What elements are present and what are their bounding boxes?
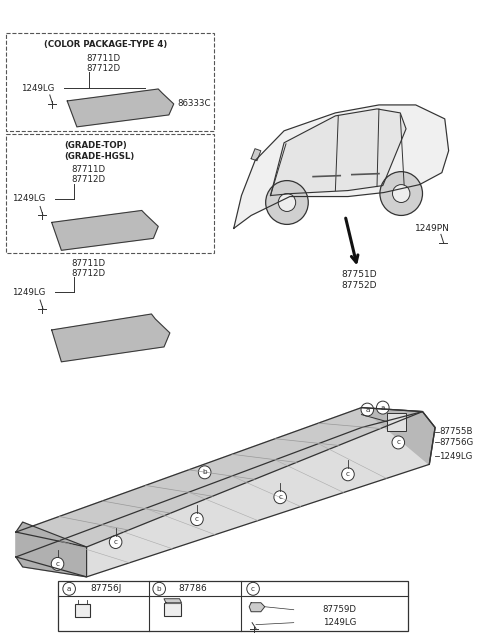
- Polygon shape: [164, 598, 181, 603]
- Text: (GRADE-HGSL): (GRADE-HGSL): [64, 152, 134, 161]
- Text: 87756G: 87756G: [439, 438, 473, 447]
- Bar: [6, 134, 215, 253]
- Circle shape: [265, 181, 308, 225]
- Circle shape: [109, 536, 122, 548]
- Polygon shape: [361, 408, 435, 464]
- Bar: [164, 603, 181, 616]
- Text: c: c: [346, 471, 350, 477]
- Text: (COLOR PACKAGE-TYPE 4): (COLOR PACKAGE-TYPE 4): [44, 39, 168, 49]
- Text: 1249LG: 1249LG: [22, 83, 55, 92]
- Text: 87786: 87786: [179, 584, 207, 593]
- Bar: [6, 33, 215, 131]
- Text: a: a: [365, 406, 370, 413]
- Circle shape: [153, 583, 166, 595]
- Text: 87759D: 87759D: [323, 605, 357, 614]
- Circle shape: [191, 513, 203, 525]
- Text: 87711D: 87711D: [86, 53, 120, 62]
- Text: a: a: [67, 586, 72, 592]
- Text: (GRADE-TOP): (GRADE-TOP): [64, 141, 127, 150]
- Text: c: c: [251, 586, 255, 592]
- Text: a: a: [381, 404, 385, 411]
- Circle shape: [380, 172, 422, 216]
- Text: 87712D: 87712D: [72, 175, 106, 184]
- Circle shape: [376, 401, 389, 414]
- Polygon shape: [52, 314, 170, 362]
- Polygon shape: [16, 411, 435, 577]
- Text: 1249LG: 1249LG: [439, 452, 472, 461]
- Text: 1249LG: 1249LG: [323, 618, 356, 627]
- Bar: [387, 413, 406, 431]
- Text: c: c: [396, 439, 400, 445]
- Text: 87751D: 87751D: [342, 270, 377, 279]
- Polygon shape: [249, 603, 264, 612]
- Circle shape: [51, 557, 64, 570]
- Polygon shape: [67, 89, 174, 127]
- Polygon shape: [16, 408, 422, 547]
- Text: 87752D: 87752D: [342, 280, 377, 289]
- Text: c: c: [114, 539, 118, 545]
- Text: 87712D: 87712D: [72, 268, 106, 278]
- Text: b: b: [203, 469, 207, 475]
- Text: 87711D: 87711D: [72, 259, 106, 268]
- Text: 87755B: 87755B: [439, 427, 472, 436]
- Polygon shape: [16, 522, 86, 577]
- Polygon shape: [271, 109, 406, 195]
- Text: 87712D: 87712D: [86, 64, 120, 73]
- Circle shape: [392, 436, 405, 449]
- Circle shape: [342, 468, 354, 481]
- Bar: [58, 581, 408, 631]
- Circle shape: [247, 583, 259, 595]
- Polygon shape: [52, 211, 158, 251]
- Circle shape: [393, 184, 410, 202]
- Text: c: c: [195, 516, 199, 522]
- Circle shape: [361, 403, 373, 416]
- Text: c: c: [278, 494, 282, 500]
- Text: 87711D: 87711D: [72, 165, 106, 174]
- Text: 1249LG: 1249LG: [12, 194, 45, 203]
- Text: 87756J: 87756J: [90, 584, 121, 593]
- Polygon shape: [251, 149, 261, 161]
- Text: 1249LG: 1249LG: [12, 287, 45, 296]
- Text: 86333C: 86333C: [178, 99, 211, 109]
- Text: c: c: [56, 561, 60, 567]
- Circle shape: [63, 583, 75, 595]
- Text: 1249PN: 1249PN: [415, 224, 450, 233]
- Circle shape: [198, 466, 211, 479]
- Polygon shape: [234, 105, 449, 228]
- Circle shape: [274, 491, 287, 504]
- Text: b: b: [157, 586, 161, 592]
- Circle shape: [278, 193, 296, 211]
- Bar: [75, 604, 90, 617]
